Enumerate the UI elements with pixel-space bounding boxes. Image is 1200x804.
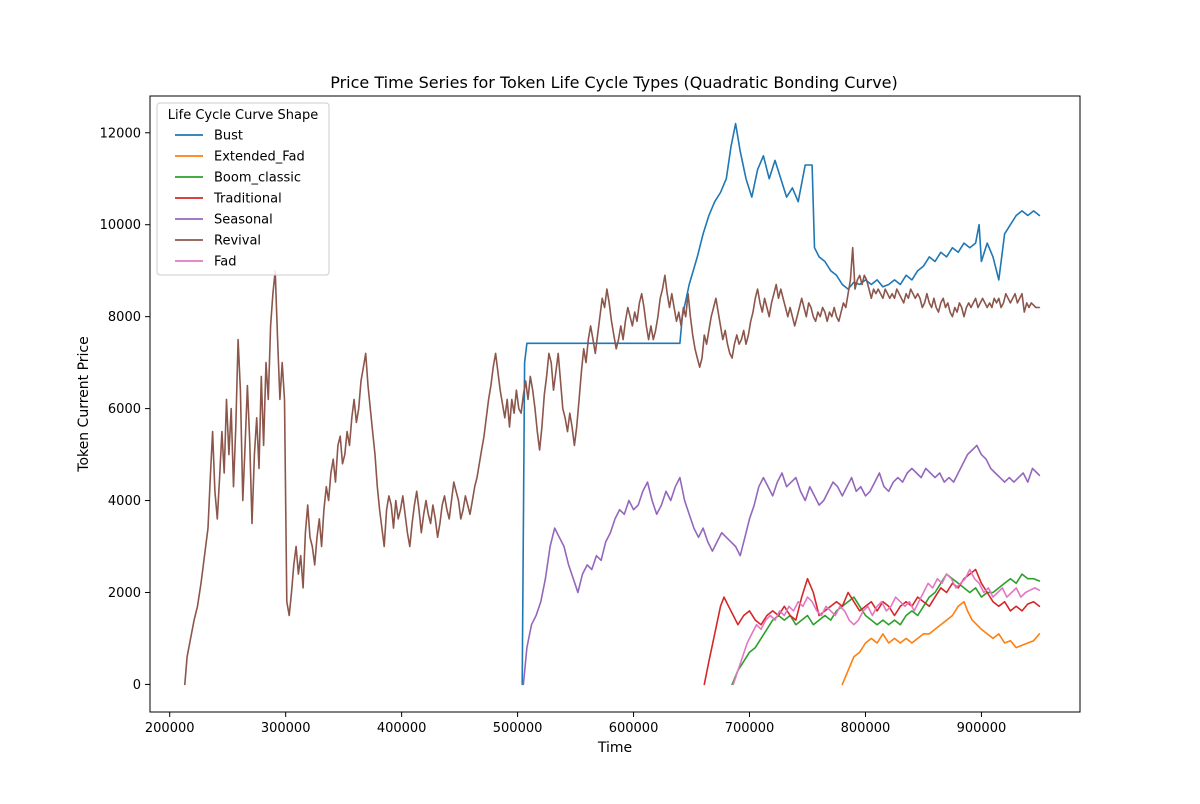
x-tick-label: 500000 — [493, 721, 543, 736]
x-tick-label: 700000 — [725, 721, 775, 736]
x-axis-label: Time — [597, 740, 632, 756]
legend-box — [156, 102, 330, 276]
x-tick-label: 300000 — [261, 721, 311, 736]
legend-entry: Boom_classic — [214, 171, 301, 186]
x-tick-label: 400000 — [377, 721, 427, 736]
series-line-bust — [521, 122, 1041, 686]
series-layer — [184, 122, 1041, 686]
series-line-traditional — [703, 568, 1041, 686]
series-line-extended-fad — [841, 600, 1041, 686]
legend-entry: Traditional — [213, 192, 282, 207]
legend-entry: Extended_Fad — [214, 150, 305, 165]
y-axis: 0 2000 4000 6000 8000 10000 12000 — [100, 126, 150, 693]
legend-entry: Seasonal — [214, 213, 273, 228]
x-axis: 200000 300000 400000 500000 600000 700000 8000… — [145, 712, 1006, 736]
chart-title: Price Time Series for Token Life Cycle T… — [330, 73, 898, 92]
y-tick-label: 4000 — [108, 494, 141, 509]
series-line-fad — [732, 568, 1041, 686]
legend: Life Cycle Curve Shape BustExtended_FadB… — [156, 102, 330, 276]
x-tick-label: 800000 — [841, 721, 891, 736]
plot-frame — [149, 95, 1081, 713]
legend-title: Life Cycle Curve Shape — [168, 108, 318, 123]
series-line-seasonal — [522, 444, 1041, 686]
series-line-boom-classic — [731, 573, 1041, 686]
x-tick-label: 600000 — [609, 721, 659, 736]
y-tick-label: 0 — [133, 678, 141, 693]
legend-entry: Fad — [214, 255, 237, 270]
y-axis-label: Token Current Price — [76, 336, 92, 472]
series-line-revival — [184, 246, 1041, 686]
y-tick-label: 12000 — [100, 126, 141, 141]
y-tick-label: 8000 — [108, 310, 141, 325]
legend-entry: Revival — [214, 234, 261, 249]
y-tick-label: 10000 — [100, 218, 141, 233]
y-tick-label: 2000 — [108, 586, 141, 601]
x-tick-label: 200000 — [145, 721, 195, 736]
x-tick-label: 900000 — [957, 721, 1007, 736]
y-tick-label: 6000 — [108, 402, 141, 417]
legend-items: Bust Extended_Fad Boom_classic Traditional S… — [175, 129, 305, 270]
legend-entry: Bust — [214, 129, 243, 144]
